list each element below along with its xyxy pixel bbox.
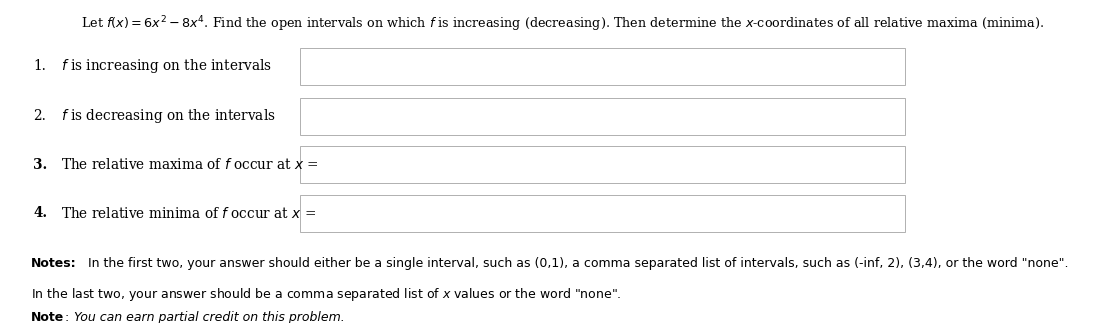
Text: $f$ is decreasing on the intervals: $f$ is decreasing on the intervals: [61, 107, 275, 125]
Text: Let $f(x) = 6x^2 - 8x^4$. Find the open intervals on which $f$ is increasing (de: Let $f(x) = 6x^2 - 8x^4$. Find the open …: [81, 15, 1043, 34]
Text: 3.: 3.: [33, 158, 47, 172]
Text: Note: Note: [31, 311, 64, 323]
Text: You can earn partial credit on this problem.: You can earn partial credit on this prob…: [70, 311, 344, 323]
Text: 1.: 1.: [33, 59, 46, 73]
Text: 4.: 4.: [33, 206, 47, 220]
Text: In the first two, your answer should either be a single interval, such as (0,1),: In the first two, your answer should eit…: [84, 257, 1069, 270]
Text: 2.: 2.: [33, 109, 46, 123]
FancyBboxPatch shape: [300, 98, 905, 135]
Text: Notes:: Notes:: [31, 257, 76, 270]
FancyBboxPatch shape: [300, 194, 905, 232]
Text: $f$ is increasing on the intervals: $f$ is increasing on the intervals: [61, 57, 272, 75]
Text: The relative maxima of $f$ occur at $x$ =: The relative maxima of $f$ occur at $x$ …: [61, 157, 319, 172]
Text: :: :: [64, 311, 68, 323]
FancyBboxPatch shape: [300, 146, 905, 183]
Text: In the last two, your answer should be a comma separated list of $x$ values or t: In the last two, your answer should be a…: [31, 286, 622, 303]
Text: The relative minima of $f$ occur at $x$ =: The relative minima of $f$ occur at $x$ …: [61, 206, 316, 221]
FancyBboxPatch shape: [300, 47, 905, 85]
